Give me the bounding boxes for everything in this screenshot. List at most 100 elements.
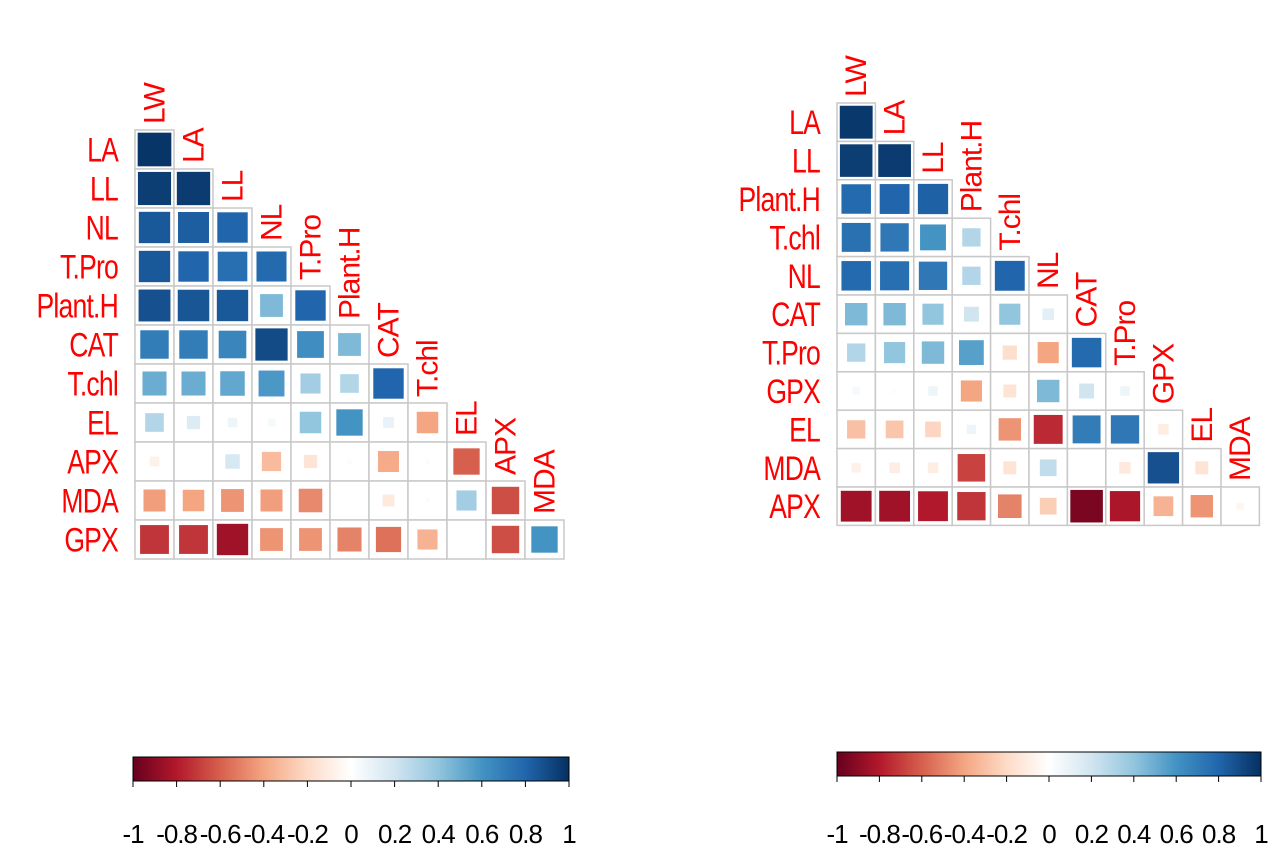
correlation-square bbox=[994, 260, 1025, 291]
correlation-square bbox=[878, 144, 911, 177]
correlation-square bbox=[1109, 491, 1141, 522]
colorbar-tick-label: 0.4 bbox=[422, 819, 456, 849]
correlation-square bbox=[261, 451, 282, 472]
row-label: EL bbox=[789, 411, 820, 449]
correlation-square bbox=[138, 250, 171, 283]
correlation-square bbox=[298, 488, 323, 513]
column-label: LW bbox=[139, 82, 172, 124]
correlation-square bbox=[145, 413, 164, 432]
correlation-square bbox=[1039, 459, 1057, 477]
row-label: EL bbox=[87, 404, 118, 442]
correlation-square bbox=[217, 251, 248, 282]
correlation-square bbox=[227, 417, 238, 428]
column-label: T.chl bbox=[412, 340, 445, 397]
colorbar-tick-label: -0.6 bbox=[200, 819, 241, 849]
correlation-square bbox=[347, 459, 352, 464]
correlation-square bbox=[417, 529, 438, 550]
correlation-square bbox=[966, 424, 977, 435]
correlation-square bbox=[425, 498, 430, 503]
correlation-square bbox=[925, 421, 941, 438]
correlation-square bbox=[256, 251, 287, 282]
correlation-square bbox=[186, 415, 201, 430]
correlation-square bbox=[416, 411, 439, 434]
correlation-square bbox=[1003, 384, 1017, 398]
correlation-square bbox=[959, 340, 984, 365]
correlation-square bbox=[841, 184, 871, 214]
row-label: CAT bbox=[69, 326, 118, 364]
correlation-square bbox=[140, 330, 169, 359]
row-label: LA bbox=[789, 104, 821, 142]
colorbar-tick-label: 0.2 bbox=[378, 819, 412, 849]
correlation-square bbox=[921, 341, 945, 364]
colorbar-tick-label: -0.2 bbox=[986, 819, 1027, 849]
grid-cell bbox=[251, 285, 292, 326]
correlation-square bbox=[216, 523, 249, 556]
correlation-square bbox=[491, 525, 520, 554]
correlation-square bbox=[880, 261, 910, 291]
correlation-square bbox=[1195, 461, 1209, 475]
column-label: T.Pro bbox=[295, 215, 328, 280]
correlation-square bbox=[1002, 345, 1017, 360]
colorbar-tick-label: 0 bbox=[1042, 819, 1056, 849]
correlation-square bbox=[142, 371, 167, 396]
correlation-square bbox=[928, 386, 938, 396]
row-label: NL bbox=[86, 209, 118, 247]
correlation-square bbox=[295, 290, 326, 321]
row-label: T.chl bbox=[67, 365, 118, 403]
correlation-square bbox=[918, 261, 948, 290]
correlation-square bbox=[962, 228, 981, 247]
correlation-square bbox=[1110, 415, 1140, 444]
correlation-plot-right: LALLPlant.HT.chlNLCATT.ProGPXELMDAAPXLWL… bbox=[738, 55, 1269, 849]
correlation-square bbox=[299, 528, 322, 551]
correlation-square bbox=[137, 171, 172, 206]
correlation-square bbox=[179, 330, 208, 359]
correlation-square bbox=[892, 388, 897, 394]
correlation-square bbox=[962, 266, 981, 285]
correlation-square bbox=[179, 525, 208, 554]
column-label: LA bbox=[178, 127, 211, 163]
correlation-square bbox=[340, 374, 359, 393]
colorbar-tick-label: -0.8 bbox=[156, 819, 197, 849]
correlation-square bbox=[138, 289, 171, 322]
correlation-square bbox=[1071, 337, 1102, 368]
correlation-square bbox=[1236, 502, 1244, 510]
colorbar-tick-label: 0.4 bbox=[1117, 819, 1151, 849]
correlation-square bbox=[963, 306, 979, 322]
correlation-square bbox=[260, 528, 283, 551]
correlation-square bbox=[852, 387, 860, 395]
correlation-square bbox=[337, 527, 362, 552]
correlation-square bbox=[1003, 461, 1017, 475]
correlation-square bbox=[491, 486, 520, 515]
column-label: Plant.H bbox=[955, 121, 988, 212]
correlation-square bbox=[336, 409, 363, 436]
correlation-square bbox=[998, 418, 1022, 441]
correlation-square bbox=[267, 418, 276, 427]
column-label: MDA bbox=[529, 449, 562, 514]
row-label: GPX bbox=[64, 521, 118, 559]
correlation-square bbox=[1153, 496, 1174, 517]
correlation-square bbox=[960, 380, 982, 402]
correlation-square bbox=[844, 302, 868, 326]
correlation-square bbox=[338, 333, 361, 356]
column-label: CAT bbox=[373, 303, 406, 358]
correlation-square bbox=[260, 294, 283, 317]
correlation-square bbox=[1042, 308, 1054, 320]
correlation-square bbox=[1147, 452, 1180, 484]
correlation-square bbox=[138, 211, 171, 244]
row-label: APX bbox=[67, 443, 118, 481]
correlation-square bbox=[258, 370, 285, 397]
column-label: Plant.H bbox=[334, 228, 367, 319]
column-label: LL bbox=[217, 170, 250, 202]
grid-cell bbox=[1066, 447, 1107, 488]
correlation-square bbox=[453, 448, 480, 475]
correlation-square bbox=[178, 251, 209, 282]
correlation-square bbox=[375, 526, 402, 553]
grid-cell bbox=[134, 363, 175, 404]
correlation-square bbox=[847, 420, 866, 439]
correlation-square bbox=[373, 368, 404, 399]
colorbar-tick-label: 0.8 bbox=[1202, 819, 1236, 849]
correlation-square bbox=[884, 342, 906, 364]
correlation-square bbox=[885, 420, 904, 439]
correlation-square bbox=[221, 489, 244, 512]
